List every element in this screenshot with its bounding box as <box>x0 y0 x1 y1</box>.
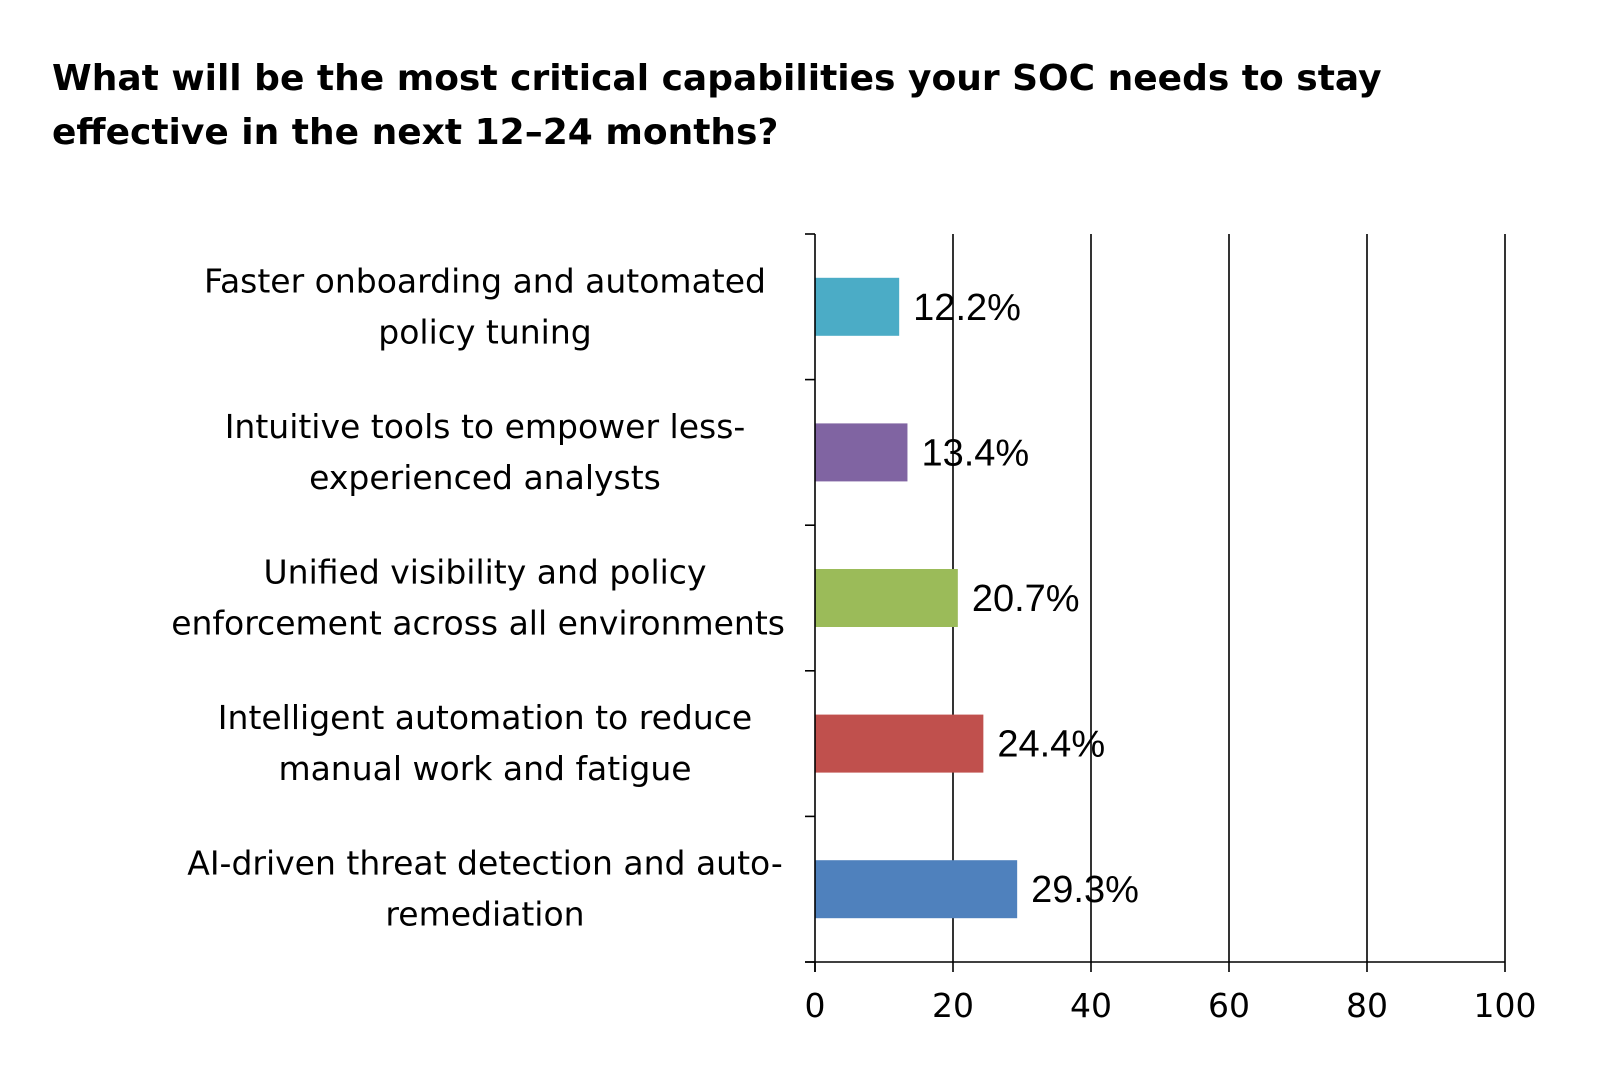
bar-2 <box>815 423 908 482</box>
data-label-3: 20.7% <box>972 578 1080 620</box>
x-tick-label-100: 100 <box>1474 986 1537 1025</box>
data-label-2: 13.4% <box>921 432 1029 474</box>
data-label-1: 12.2% <box>913 287 1021 329</box>
x-tick-label-20: 20 <box>932 986 974 1025</box>
bars <box>815 277 1018 919</box>
bar-5 <box>815 860 1018 919</box>
bar-3 <box>815 569 958 627</box>
axes <box>805 233 1506 972</box>
x-tick-label-60: 60 <box>1208 986 1250 1025</box>
x-tick-label-0: 0 <box>805 986 826 1025</box>
data-label-5: 29.3% <box>1031 869 1139 911</box>
bar-4 <box>815 714 984 773</box>
category-label-3: Unified visibility and policy enforcement… <box>171 553 785 643</box>
category-label-4: Intelligent automation to reduce manual w… <box>218 698 752 788</box>
data-label-4: 24.4% <box>997 724 1105 766</box>
x-tick-label-80: 80 <box>1346 986 1388 1025</box>
bar-1 <box>815 277 900 336</box>
category-label-5: AI-driven threat detection and auto-reme… <box>187 844 782 934</box>
category-label-2: Intuitive tools to empower less-experien… <box>225 407 746 497</box>
labels: 0 20 40 60 80 100 12.2% Faster onboarding and a… <box>171 261 1536 1025</box>
x-tick-label-40: 40 <box>1070 986 1112 1025</box>
category-label-1: Faster onboarding and automated policy tu… <box>204 261 766 351</box>
chart-title: What will be the most critical capabilit… <box>52 58 1382 153</box>
